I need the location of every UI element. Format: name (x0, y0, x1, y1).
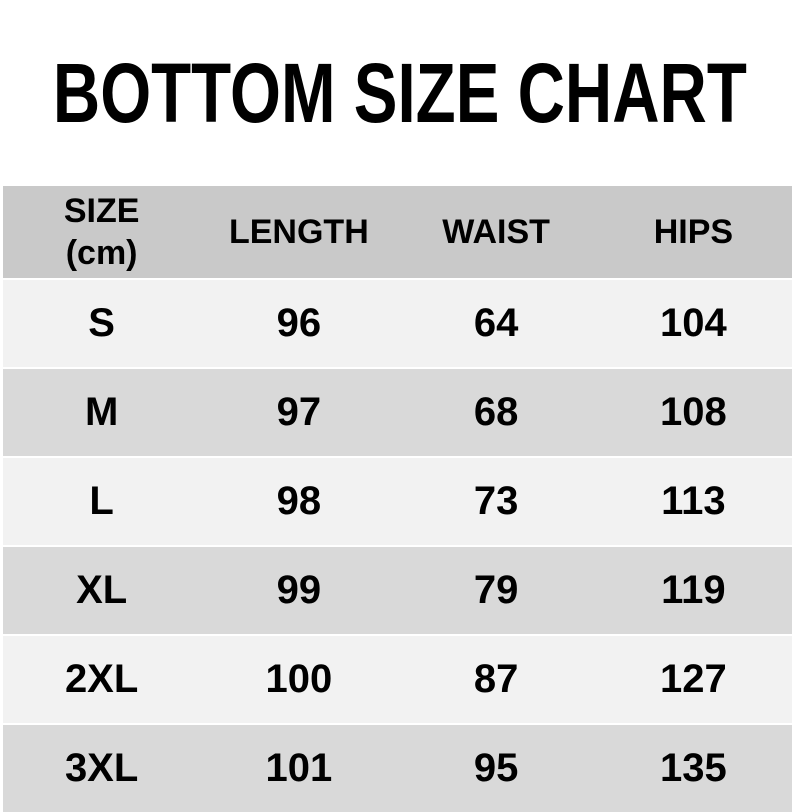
table-row-s: S 96 64 104 (3, 278, 792, 367)
table-row-3xl: 3XL 101 95 135 (3, 723, 792, 812)
cell-length: 96 (276, 301, 322, 345)
table-row-m: M 97 68 108 (3, 367, 792, 456)
cell-hips: 119 (661, 568, 726, 612)
table-row-l: L 98 73 113 (3, 456, 792, 545)
table-header-row: SIZE (cm) LENGTH WAIST HIPS (3, 186, 792, 278)
cell-size: S (88, 301, 115, 345)
cell-waist: 73 (473, 479, 519, 523)
header-cell-length: LENGTH (228, 212, 369, 251)
cell-hips: 113 (661, 479, 726, 523)
cell-hips: 127 (660, 657, 727, 701)
cell-hips: 104 (660, 301, 727, 345)
cell-length: 101 (265, 746, 333, 790)
header-size-unit: (cm) (65, 234, 138, 272)
cell-waist: 95 (473, 746, 519, 790)
cell-waist: 64 (473, 301, 519, 345)
cell-waist: 87 (473, 657, 519, 701)
cell-hips: 108 (660, 390, 727, 434)
cell-size: 3XL (64, 746, 139, 790)
cell-size: XL (76, 568, 128, 612)
cell-hips: 135 (660, 746, 727, 790)
cell-length: 99 (276, 568, 322, 612)
cell-length: 100 (265, 657, 333, 701)
page-title: BOTTOM SIZE CHART (52, 46, 748, 140)
table-row-xl: XL 99 79 119 (3, 545, 792, 634)
cell-length: 98 (276, 479, 322, 523)
page-title-container: BOTTOM SIZE CHART (0, 0, 800, 186)
cell-length: 97 (276, 390, 322, 434)
cell-size: M (84, 390, 119, 434)
size-chart-table: SIZE (cm) LENGTH WAIST HIPS S 96 64 104 … (3, 186, 792, 812)
cell-waist: 68 (473, 390, 519, 434)
header-cell-size: SIZE (cm) (3, 186, 200, 278)
cell-size: 2XL (64, 657, 139, 701)
table-row-2xl: 2XL 100 87 127 (3, 634, 792, 723)
header-size-label: SIZE (63, 192, 140, 230)
header-cell-hips: HIPS (653, 212, 734, 251)
cell-size: L (89, 479, 114, 523)
cell-waist: 79 (473, 568, 519, 612)
header-cell-waist: WAIST (442, 212, 550, 251)
